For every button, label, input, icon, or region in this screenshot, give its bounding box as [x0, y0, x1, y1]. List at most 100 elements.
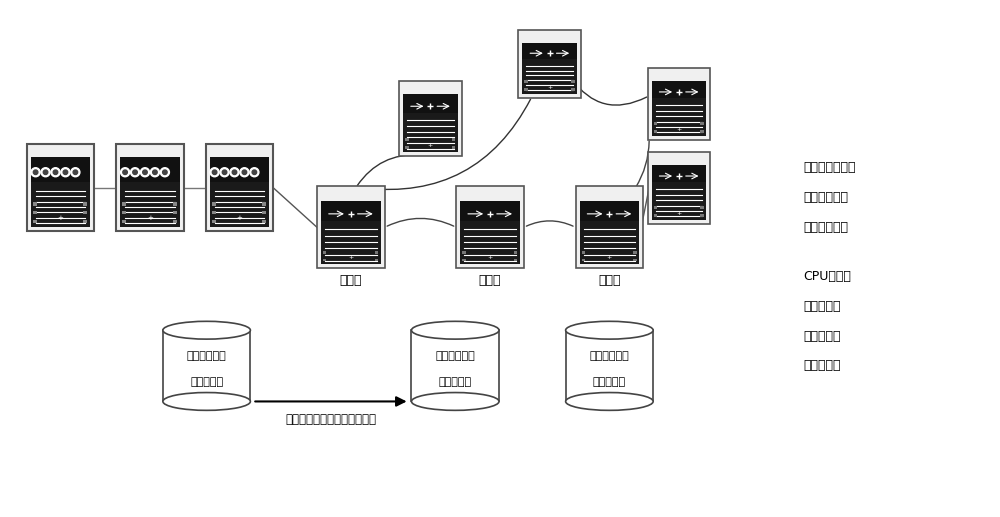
Bar: [580, 221, 639, 264]
Circle shape: [133, 170, 137, 175]
Text: 带内计算和网络负载信息报文: 带内计算和网络负载信息报文: [285, 413, 376, 427]
Circle shape: [71, 168, 80, 177]
Ellipse shape: [566, 322, 653, 339]
Text: 节点二: 节点二: [479, 274, 501, 287]
Circle shape: [31, 168, 40, 177]
Circle shape: [240, 168, 249, 177]
Circle shape: [123, 170, 127, 175]
Bar: [633, 258, 637, 262]
Bar: [524, 80, 528, 83]
Circle shape: [232, 170, 237, 175]
Bar: [654, 206, 657, 209]
Bar: [83, 211, 87, 215]
Text: 分散计算节点: 分散计算节点: [590, 351, 629, 361]
Bar: [83, 220, 87, 223]
Circle shape: [153, 170, 157, 175]
Bar: [262, 211, 266, 215]
Text: 网络路径时延: 网络路径时延: [803, 191, 848, 204]
Text: +: +: [428, 143, 433, 148]
Bar: [210, 157, 269, 187]
Bar: [173, 211, 177, 215]
Bar: [700, 206, 704, 209]
Bar: [375, 251, 378, 253]
Bar: [262, 220, 266, 223]
Circle shape: [150, 168, 159, 177]
Text: +: +: [676, 211, 682, 216]
FancyBboxPatch shape: [518, 31, 581, 98]
Bar: [31, 157, 90, 187]
Bar: [163, 330, 250, 401]
Bar: [652, 165, 706, 187]
Text: 进程利用率: 进程利用率: [803, 330, 841, 343]
Bar: [122, 202, 126, 206]
Bar: [654, 122, 657, 125]
Bar: [33, 220, 37, 223]
Circle shape: [163, 170, 167, 175]
Text: CPU利用率: CPU利用率: [803, 270, 851, 283]
Text: +: +: [676, 127, 682, 132]
Bar: [212, 211, 216, 215]
Circle shape: [222, 170, 227, 175]
Text: 网络路径抖动: 网络路径抖动: [803, 221, 848, 234]
FancyBboxPatch shape: [116, 144, 184, 231]
Text: +: +: [348, 255, 353, 261]
Circle shape: [212, 170, 217, 175]
Bar: [460, 201, 520, 227]
Bar: [120, 183, 180, 227]
Text: +: +: [547, 85, 552, 90]
Text: 硬盘利用率: 硬盘利用率: [803, 359, 841, 372]
FancyBboxPatch shape: [576, 186, 643, 268]
Bar: [652, 183, 706, 220]
Bar: [514, 258, 517, 262]
Circle shape: [252, 170, 257, 175]
Bar: [571, 80, 575, 83]
Bar: [582, 258, 585, 262]
Bar: [654, 130, 657, 133]
FancyBboxPatch shape: [648, 68, 710, 140]
Circle shape: [230, 168, 239, 177]
Bar: [210, 183, 269, 227]
Circle shape: [250, 168, 259, 177]
Circle shape: [140, 168, 150, 177]
Bar: [403, 113, 458, 152]
Text: 分散计算节点: 分散计算节点: [435, 351, 475, 361]
FancyBboxPatch shape: [399, 81, 462, 156]
Text: 节点一: 节点一: [340, 274, 362, 287]
FancyBboxPatch shape: [648, 151, 710, 224]
Bar: [522, 43, 577, 64]
Circle shape: [131, 168, 140, 177]
Ellipse shape: [411, 392, 499, 410]
Bar: [403, 95, 458, 118]
Bar: [571, 88, 575, 91]
Bar: [120, 157, 180, 187]
Bar: [405, 146, 409, 149]
Text: 信息动态表: 信息动态表: [593, 377, 626, 387]
Bar: [700, 130, 704, 133]
Bar: [83, 202, 87, 206]
Circle shape: [210, 168, 219, 177]
Bar: [652, 98, 706, 136]
Bar: [524, 88, 528, 91]
Bar: [173, 220, 177, 223]
Circle shape: [121, 168, 130, 177]
Text: 信息动态表: 信息动态表: [190, 377, 223, 387]
Circle shape: [73, 170, 78, 175]
Bar: [262, 202, 266, 206]
Text: 分散计算节点: 分散计算节点: [187, 351, 227, 361]
Ellipse shape: [163, 322, 250, 339]
Text: +: +: [487, 255, 493, 261]
Bar: [411, 330, 499, 401]
Text: 节点三: 节点三: [598, 274, 621, 287]
Bar: [173, 202, 177, 206]
Bar: [321, 201, 381, 227]
Bar: [321, 221, 381, 264]
Bar: [700, 214, 704, 217]
Bar: [633, 251, 637, 253]
Text: 网络带宽利用率: 网络带宽利用率: [803, 161, 856, 174]
Text: +: +: [237, 216, 242, 221]
Circle shape: [63, 170, 68, 175]
FancyBboxPatch shape: [27, 144, 94, 231]
Bar: [405, 139, 409, 141]
Bar: [212, 202, 216, 206]
Circle shape: [33, 170, 38, 175]
